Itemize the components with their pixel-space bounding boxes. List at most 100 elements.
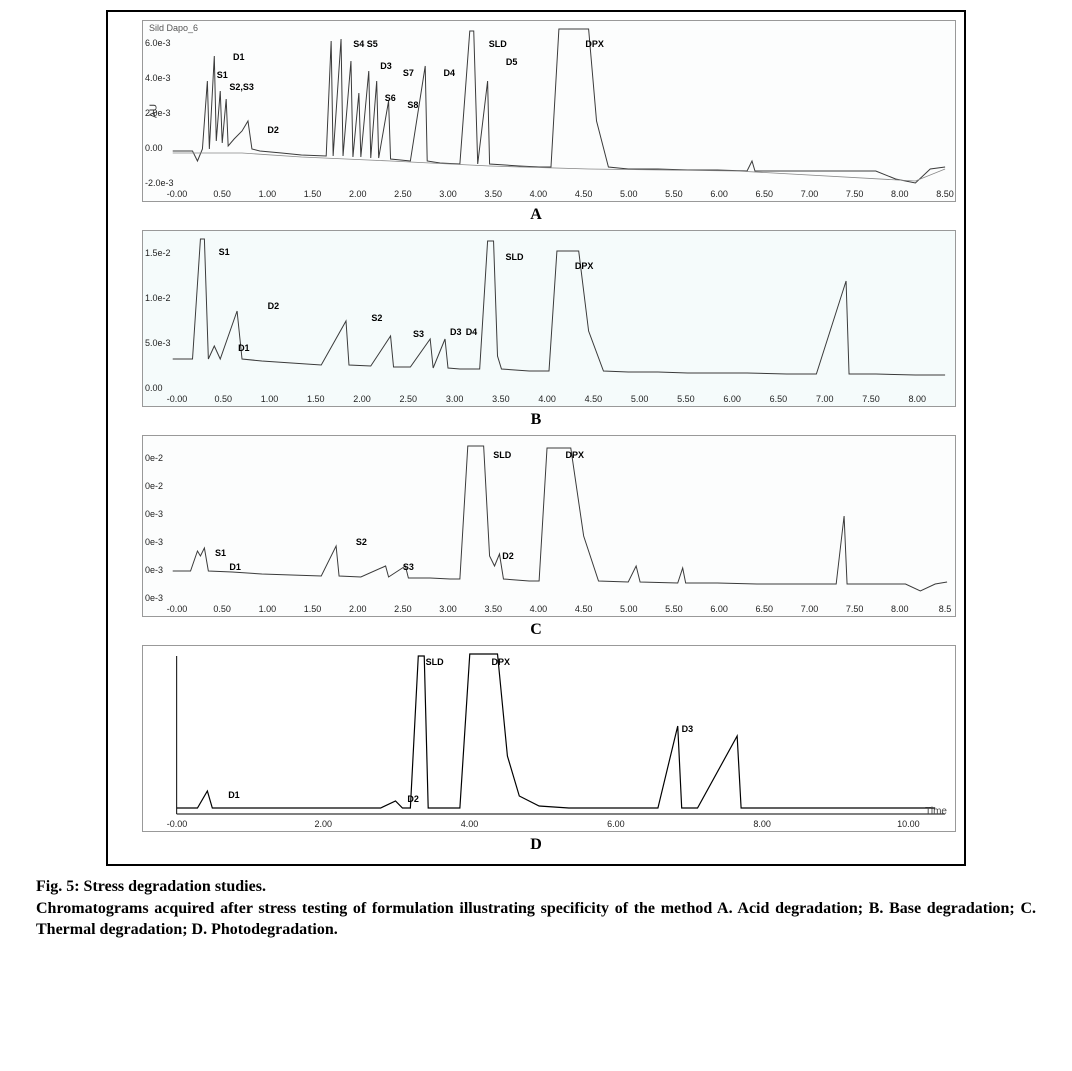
- panel-d-time-label: Time: [925, 806, 947, 817]
- x-tick: 1.00: [259, 604, 277, 614]
- y-tick: 0.00: [145, 143, 163, 153]
- chromatogram-d: Time -0.002.004.006.008.0010.00D1D2SLDDP…: [142, 645, 956, 832]
- x-tick: 2.00: [349, 189, 367, 199]
- x-tick: 3.50: [484, 189, 502, 199]
- chromatogram-a: Sild Dapo_6 AU -2.0e-30.002.0e-34.0e-36.…: [142, 20, 956, 202]
- peak-label: DPX: [585, 39, 604, 49]
- peak-label: SLD: [505, 252, 523, 262]
- x-tick: 1.00: [259, 189, 277, 199]
- x-tick: 1.50: [304, 604, 322, 614]
- x-tick: 6.50: [756, 189, 774, 199]
- peak-label: S1: [215, 548, 226, 558]
- x-tick: 8.5: [939, 604, 952, 614]
- peak-label: D2: [268, 301, 280, 311]
- x-tick: 5.00: [620, 604, 638, 614]
- x-tick: 0.50: [214, 394, 232, 404]
- x-tick: 5.50: [665, 604, 683, 614]
- x-tick: 3.50: [492, 394, 510, 404]
- peak-label: D1: [228, 790, 240, 800]
- peak-label: DPX: [566, 450, 585, 460]
- x-tick: -0.00: [167, 394, 188, 404]
- x-tick: 7.50: [846, 604, 864, 614]
- x-tick: -0.00: [167, 604, 188, 614]
- x-tick: 5.50: [677, 394, 695, 404]
- peak-label: S6: [385, 93, 396, 103]
- peak-label: S7: [403, 68, 414, 78]
- peak-label: D1: [233, 52, 245, 62]
- y-tick: 0e-2: [145, 453, 163, 463]
- x-tick: 3.00: [446, 394, 464, 404]
- chromatogram-a-svg: [143, 21, 955, 201]
- x-tick: -0.00: [167, 189, 188, 199]
- x-tick: 1.50: [304, 189, 322, 199]
- x-tick: 4.50: [575, 604, 593, 614]
- x-tick: 8.50: [936, 189, 954, 199]
- y-tick: -2.0e-3: [145, 178, 174, 188]
- x-tick: 2.00: [349, 604, 367, 614]
- peak-label: D5: [506, 57, 518, 67]
- y-tick: 0.00: [145, 383, 163, 393]
- x-tick: 7.00: [816, 394, 834, 404]
- figure-caption: Fig. 5: Stress degradation studies. Chro…: [36, 876, 1036, 941]
- y-tick: 5.0e-3: [145, 338, 171, 348]
- peak-label: S8: [407, 100, 418, 110]
- y-tick: 0e-3: [145, 565, 163, 575]
- chromatogram-d-svg: [143, 646, 955, 831]
- chromatogram-c-svg: [143, 436, 955, 616]
- caption-body: Chromatograms acquired after stress test…: [36, 900, 1036, 939]
- x-tick: 1.50: [307, 394, 325, 404]
- x-tick: 4.00: [538, 394, 556, 404]
- peak-label: S1: [217, 70, 228, 80]
- x-tick: 5.50: [665, 189, 683, 199]
- x-tick: 6.00: [607, 819, 625, 829]
- x-tick: 6.00: [710, 189, 728, 199]
- y-tick: 2.0e-3: [145, 108, 171, 118]
- peak-label: DPX: [575, 261, 594, 271]
- x-tick: 0.50: [213, 604, 231, 614]
- x-tick: 8.00: [891, 604, 909, 614]
- x-tick: 1.00: [261, 394, 279, 404]
- x-tick: 6.00: [710, 604, 728, 614]
- peak-label: D3: [380, 61, 392, 71]
- x-tick: 10.00: [897, 819, 920, 829]
- y-tick: 0e-3: [145, 509, 163, 519]
- y-tick: 0e-2: [145, 481, 163, 491]
- peak-label: SLD: [426, 657, 444, 667]
- x-tick: 3.50: [484, 604, 502, 614]
- x-tick: 8.00: [753, 819, 771, 829]
- x-tick: 7.00: [801, 189, 819, 199]
- peak-label: S1: [219, 247, 230, 257]
- x-tick: 8.00: [891, 189, 909, 199]
- peak-label: S4: [353, 39, 364, 49]
- chromatogram-b-svg: [143, 231, 955, 406]
- x-tick: 6.50: [770, 394, 788, 404]
- peak-label: D1: [229, 562, 241, 572]
- panel-a-header: Sild Dapo_6: [149, 23, 198, 33]
- panel-a-letter: A: [112, 206, 960, 224]
- peak-label: SLD: [489, 39, 507, 49]
- x-tick: 3.00: [439, 604, 457, 614]
- peak-label: S3: [413, 329, 424, 339]
- x-tick: 6.50: [756, 604, 774, 614]
- x-tick: 7.50: [846, 189, 864, 199]
- panel-a: Sild Dapo_6 AU -2.0e-30.002.0e-34.0e-36.…: [112, 20, 960, 224]
- y-tick: 1.5e-2: [145, 248, 171, 258]
- x-tick: 2.50: [394, 604, 412, 614]
- x-tick: 4.50: [575, 189, 593, 199]
- x-tick: 2.00: [353, 394, 371, 404]
- panel-d-letter: D: [112, 836, 960, 854]
- panel-d: Time -0.002.004.006.008.0010.00D1D2SLDDP…: [112, 645, 960, 854]
- peak-label: S3: [403, 562, 414, 572]
- panel-b-letter: B: [112, 411, 960, 429]
- x-tick: 4.50: [585, 394, 603, 404]
- chromatogram-c: 0e-3 0e-3 0e-3 0e-3 0e-2 0e-2 -0.00 0.50 1.00 1.5…: [142, 435, 956, 617]
- y-tick: 0e-3: [145, 593, 163, 603]
- peak-label: D2: [407, 794, 419, 804]
- y-tick: 0e-3: [145, 537, 163, 547]
- peak-label: SLD: [493, 450, 511, 460]
- y-tick: 4.0e-3: [145, 73, 171, 83]
- peak-label: D4: [444, 68, 456, 78]
- peak-label: S2: [371, 313, 382, 323]
- panel-c: 0e-3 0e-3 0e-3 0e-3 0e-2 0e-2 -0.00 0.50 1.00 1.5…: [112, 435, 960, 639]
- x-tick: -0.00: [167, 819, 188, 829]
